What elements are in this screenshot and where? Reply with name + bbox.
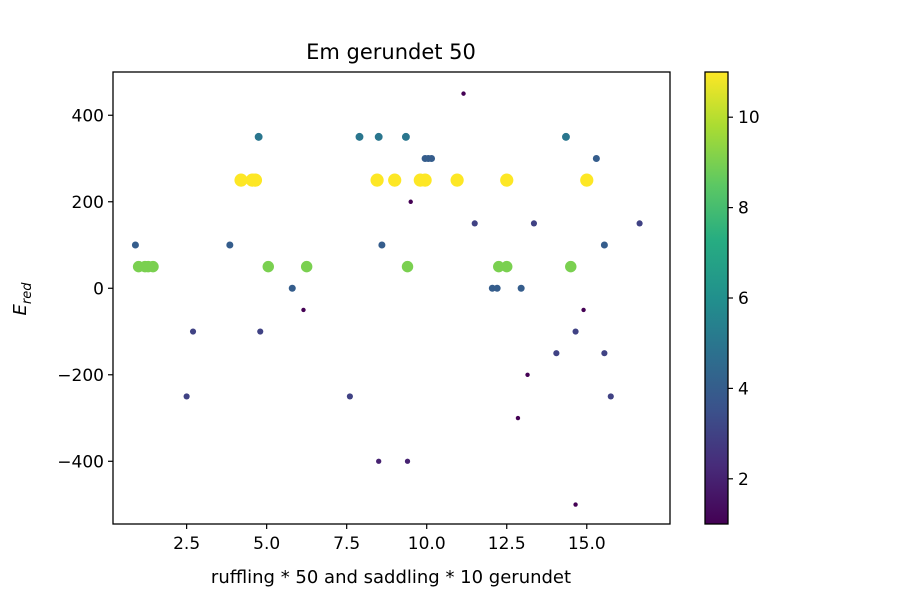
data-point — [234, 173, 248, 187]
data-point — [607, 393, 614, 400]
data-point — [355, 132, 364, 141]
colorbar: 2 4 6 8 10 — [704, 71, 760, 525]
data-points-layer — [131, 91, 643, 507]
data-point — [573, 502, 578, 507]
data-point — [461, 91, 466, 96]
data-point — [636, 220, 643, 227]
y-tick-label: 400 — [72, 106, 104, 126]
data-point — [388, 173, 402, 187]
data-point — [493, 284, 501, 292]
y-axis-label-subscript: red — [20, 282, 35, 304]
data-point — [515, 415, 521, 421]
x-tick-label: 2.5 — [173, 534, 200, 554]
data-point — [530, 220, 538, 227]
data-point — [378, 241, 386, 249]
data-point — [346, 393, 353, 400]
y-tick-label: −200 — [57, 366, 104, 386]
data-point — [572, 328, 579, 335]
y-tick-label: −400 — [57, 452, 104, 472]
data-point — [131, 241, 139, 249]
x-tick-label: 5.0 — [253, 534, 280, 554]
data-point — [562, 132, 570, 141]
data-point — [374, 132, 383, 141]
x-axis-label: ruffling * 50 and saddling * 10 gerundet — [211, 567, 571, 588]
data-point — [600, 241, 608, 249]
data-point — [493, 260, 505, 273]
data-point — [581, 307, 586, 313]
data-point — [376, 458, 382, 464]
x-axis: 2.5 5.0 7.5 10.0 12.5 15.0 — [173, 524, 606, 554]
data-point — [525, 372, 530, 377]
x-tick-label: 12.5 — [488, 534, 526, 554]
data-point — [500, 173, 514, 187]
data-point — [553, 350, 560, 357]
x-tick-label: 15.0 — [568, 534, 606, 554]
colorbar-tick-label: 10 — [738, 108, 760, 128]
x-tick-label: 10.0 — [408, 534, 446, 554]
data-point — [450, 173, 464, 187]
data-point — [418, 173, 432, 187]
colorbar-tick-label: 4 — [738, 379, 749, 399]
data-point — [288, 284, 296, 292]
data-point — [401, 132, 410, 141]
data-point — [601, 350, 608, 357]
data-point — [226, 241, 234, 249]
data-point — [254, 132, 263, 141]
data-point — [471, 220, 478, 227]
data-point — [408, 199, 413, 204]
colorbar-gradient — [705, 72, 728, 524]
data-point — [257, 328, 264, 335]
data-point — [300, 260, 313, 273]
data-point — [401, 260, 414, 273]
colorbar-tick-label: 2 — [738, 470, 749, 490]
data-point — [183, 393, 190, 400]
data-point — [370, 173, 384, 187]
colorbar-tick-label: 8 — [738, 199, 749, 219]
plot-area-frame — [112, 71, 671, 525]
data-point — [189, 328, 197, 335]
data-point — [404, 458, 411, 464]
y-axis-label: Ered — [10, 282, 35, 316]
colorbar-ticks: 2 4 6 8 10 — [728, 108, 760, 490]
x-tick-label: 7.5 — [333, 534, 360, 554]
data-point — [517, 284, 525, 292]
data-point — [248, 173, 263, 187]
data-point — [427, 154, 436, 163]
data-point — [592, 154, 600, 163]
data-point — [147, 260, 159, 273]
data-point — [301, 307, 306, 313]
y-axis-label-main: E — [10, 303, 31, 315]
chart-title: Em gerundet 50 — [306, 40, 476, 64]
data-point — [262, 260, 274, 273]
y-axis: −400 −200 0 200 400 — [57, 106, 113, 472]
colorbar-tick-label: 6 — [738, 289, 749, 309]
data-point — [580, 173, 594, 187]
data-point — [501, 260, 513, 273]
y-tick-label: 200 — [72, 193, 104, 213]
y-tick-label: 0 — [93, 279, 104, 299]
data-point — [565, 260, 577, 273]
